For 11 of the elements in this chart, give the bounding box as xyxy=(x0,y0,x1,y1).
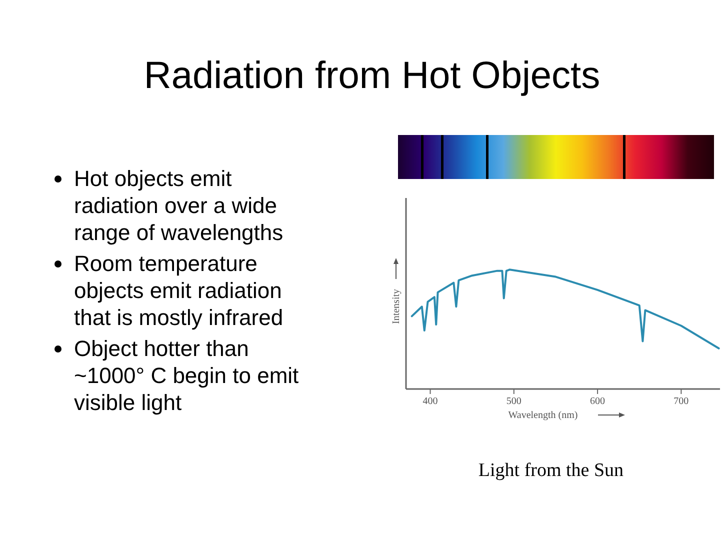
x-tick-label: 700 xyxy=(674,396,689,407)
x-tick-label: 600 xyxy=(590,396,606,407)
x-axis-title: Wavelength (nm) xyxy=(508,410,578,421)
text: Light from the Sun xyxy=(478,460,624,481)
text: Room temperature objects emit radiation that is mostly infrared xyxy=(74,251,284,330)
x-tick-label: 500 xyxy=(506,396,522,407)
text: Hot objects emit radiation over a wide range of wavelengths xyxy=(74,166,284,245)
chart-title: Radiation from Hot Objects xyxy=(144,55,600,97)
y-axis-title: Intensity xyxy=(391,289,402,324)
x-tick-label: 400 xyxy=(422,396,438,407)
text: Object hotter than ~1000° C begin to emit visible light xyxy=(74,336,299,415)
